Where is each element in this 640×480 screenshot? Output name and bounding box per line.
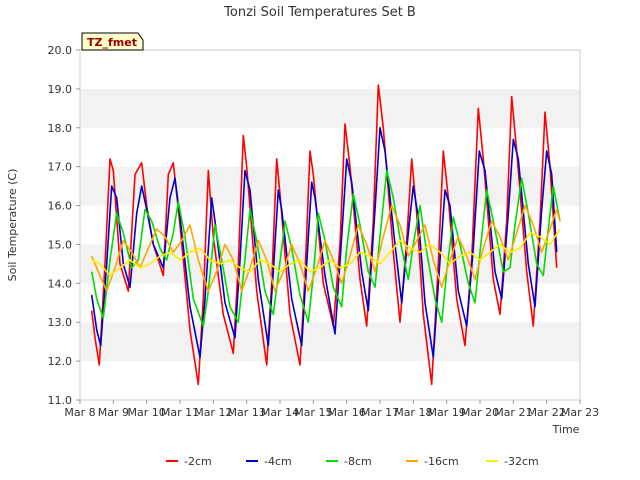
x-tick-label: Mar 15 [294, 406, 332, 419]
y-tick-label: 13.0 [48, 316, 73, 329]
legend-label: -16cm [424, 455, 459, 468]
y-tick-label: 12.0 [48, 355, 73, 368]
plot-area [79, 49, 581, 401]
legend: -2cm -4cm -8cm -16cm -32cm [166, 455, 539, 468]
y-tick-label: 17.0 [48, 161, 73, 174]
badge-label: TZ_fmet [87, 36, 137, 49]
x-tick-label: Mar 12 [194, 406, 232, 419]
y-axis: 11.0 12.0 13.0 14.0 15.0 16.0 17.0 18.0 19.0 20.0 [48, 44, 80, 407]
x-tick-label: Mar 16 [328, 406, 366, 419]
legend-label: -4cm [264, 455, 292, 468]
grid-band [80, 361, 580, 400]
series-line-32cm [91, 228, 561, 277]
x-tick-label: Mar 20 [461, 406, 499, 419]
chart-title: Tonzi Soil Temperatures Set B [223, 5, 416, 20]
x-tick-label: Mar 23 [561, 406, 599, 419]
station-badge: TZ_fmet [81, 32, 144, 51]
x-tick-label: Mar 18 [394, 406, 432, 419]
x-tick-label: Mar 22 [528, 406, 566, 419]
y-tick-label: 19.0 [48, 83, 73, 96]
grid-band [80, 88, 580, 128]
x-tick-label: Mar 17 [361, 406, 399, 419]
badge-box [81, 32, 144, 51]
x-tick-label: Mar 13 [228, 406, 266, 419]
series-line-4cm [90, 127, 558, 358]
y-tick-label: 11.0 [48, 394, 73, 407]
y-tick-label: 20.0 [48, 44, 73, 57]
grid-band [80, 50, 580, 89]
legend-label: -32cm [504, 455, 539, 468]
series-lines [90, 84, 561, 386]
x-tick-label: Mar 19 [428, 406, 466, 419]
x-tick-label: Mar 9 [98, 406, 129, 419]
grid-band [80, 127, 580, 167]
x-tick-label: Mar 14 [261, 406, 299, 419]
grid-band [80, 322, 580, 362]
grid-band [80, 166, 580, 206]
grid-bands [80, 50, 580, 400]
x-tick-label: Mar 10 [128, 406, 166, 419]
series-line-16cm [90, 204, 561, 292]
x-tick-label: Mar 21 [494, 406, 532, 419]
legend-label: -8cm [344, 455, 372, 468]
y-tick-label: 14.0 [48, 277, 73, 290]
x-tick-label: Mar 8 [64, 406, 95, 419]
x-tick-label: Mar 11 [161, 406, 199, 419]
legend-label: -2cm [184, 455, 212, 468]
y-axis-label: Soil Temperature (C) [6, 169, 19, 282]
y-tick-label: 16.0 [48, 200, 73, 213]
y-tick-label: 15.0 [48, 238, 73, 251]
y-tick-label: 18.0 [48, 122, 73, 135]
x-axis-label: Time [552, 423, 580, 436]
